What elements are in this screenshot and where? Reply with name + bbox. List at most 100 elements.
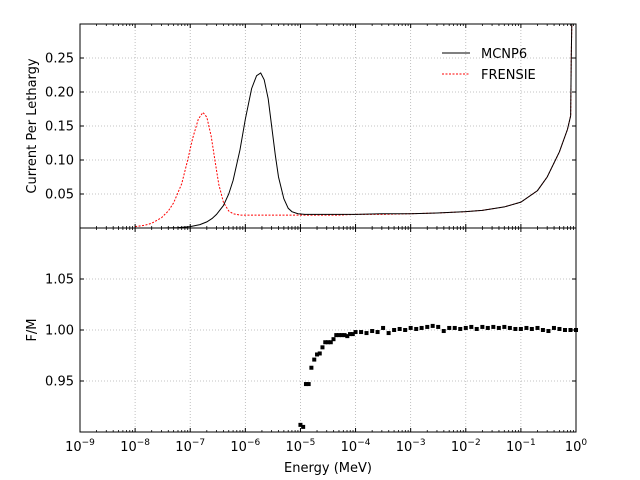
ratio-point	[397, 326, 402, 331]
x-tick-label: 10−4	[341, 438, 371, 455]
ratio-point	[496, 325, 501, 330]
x-tick-label: 10−1	[506, 438, 536, 455]
bottom-markers	[298, 323, 578, 429]
ratio-point	[317, 351, 322, 356]
ratio-point	[353, 330, 358, 335]
top-y-tick-label: 0.05	[45, 188, 74, 203]
x-tick-label-base: 10	[175, 440, 192, 455]
ratio-point	[315, 352, 320, 357]
ratio-point	[334, 333, 339, 338]
x-tick-label: 10−7	[175, 438, 205, 455]
ratio-point	[375, 330, 380, 335]
top-y-tick-label: 0.25	[45, 52, 74, 67]
x-tick-label-base: 10	[451, 440, 468, 455]
x-tick-label-base: 10	[65, 440, 82, 455]
ratio-point	[328, 340, 333, 345]
ratio-point	[430, 323, 435, 328]
ratio-point	[301, 424, 306, 429]
x-tick-label-exponent: −6	[247, 438, 261, 448]
ratio-point	[350, 332, 355, 337]
top-y-tick-label: 0.10	[45, 154, 74, 169]
ratio-point	[339, 333, 344, 338]
legend-label-mcnp6: MCNP6	[481, 47, 527, 62]
ratio-point	[562, 328, 567, 332]
legend: MCNP6 FRENSIE	[442, 47, 536, 83]
ratio-point	[312, 357, 317, 362]
bottom-y-tick-label: 1.00	[45, 324, 74, 339]
ratio-point	[309, 365, 314, 370]
x-tick-label-base: 10	[230, 440, 247, 455]
x-tick-label-base: 10	[565, 440, 582, 455]
ratio-point	[557, 326, 562, 331]
ratio-point	[306, 382, 311, 387]
ratio-point	[359, 330, 364, 335]
bottom-y-tick-label: 0.95	[45, 375, 74, 390]
ratio-point	[370, 329, 375, 334]
ratio-point	[381, 325, 386, 330]
ratio-point	[507, 325, 512, 330]
ratio-point	[441, 329, 446, 334]
top-grid	[80, 24, 576, 228]
series-line-mcnp6	[135, 24, 573, 228]
x-tick-label: 10−6	[230, 438, 260, 455]
ratio-point	[447, 325, 452, 330]
x-tick-label: 10−9	[65, 438, 95, 455]
ratio-point	[414, 326, 419, 331]
ratio-point	[568, 328, 573, 332]
x-tick-label-exponent: −1	[523, 438, 536, 448]
ratio-point	[337, 333, 342, 338]
ratio-point	[491, 324, 496, 329]
ratio-point	[392, 328, 397, 332]
x-tick-label-exponent: −5	[302, 438, 315, 448]
ratio-point	[345, 334, 350, 339]
bottom-y-axis-label: F/M	[25, 318, 40, 341]
ratio-point	[331, 337, 336, 342]
tick-labels: 10−9 10−8 10−7 10−6 10−5 10−4 10−3 10−2 10−1 1000…	[45, 52, 587, 456]
legend-label-frensie: FRENSIE	[481, 68, 536, 83]
ratio-point	[425, 324, 430, 329]
ratio-point	[502, 324, 507, 329]
ratio-point	[419, 325, 424, 330]
top-y-axis-label: Current Per Lethargy	[25, 58, 40, 193]
top-y-tick-label: 0.20	[45, 86, 74, 101]
ratio-point	[403, 328, 408, 332]
ratio-point	[480, 324, 485, 329]
x-tick-label-exponent: −3	[412, 438, 425, 448]
ratio-point	[518, 326, 523, 331]
ratio-point	[348, 332, 353, 337]
ratio-point	[535, 325, 540, 330]
x-tick-label-base: 10	[506, 440, 523, 455]
ratio-point	[463, 325, 468, 330]
ratio-point	[364, 331, 369, 336]
x-tick-label-exponent: −4	[357, 438, 371, 448]
top-series-lines	[135, 24, 573, 228]
ratio-point	[320, 345, 325, 350]
ratio-point	[408, 325, 413, 330]
x-tick-label-exponent: −9	[82, 438, 96, 448]
x-tick-label-base: 10	[286, 440, 303, 455]
x-axis-label: Energy (MeV)	[284, 461, 372, 476]
top-y-tick-label: 0.15	[45, 120, 74, 135]
x-tick-label-exponent: 0	[581, 438, 587, 448]
ratio-point	[342, 333, 347, 338]
x-tick-label: 10−2	[451, 438, 481, 455]
ratio-point	[436, 324, 441, 329]
x-tick-label: 10−5	[286, 438, 316, 455]
ratio-point	[325, 340, 330, 345]
ratio-point	[551, 325, 556, 330]
x-tick-label-exponent: −8	[137, 438, 151, 448]
ratio-point	[529, 326, 534, 331]
ratio-point	[458, 326, 463, 331]
ratio-point	[323, 340, 328, 345]
x-tick-label: 100	[565, 438, 588, 455]
x-tick-label-exponent: −2	[467, 438, 480, 448]
ratio-point	[303, 382, 308, 387]
ratio-point	[474, 326, 479, 331]
x-tick-label: 10−3	[396, 438, 426, 455]
x-tick-label-base: 10	[396, 440, 413, 455]
bottom-y-tick-label: 1.05	[45, 273, 74, 288]
ratio-point	[540, 328, 545, 332]
ratio-point	[485, 325, 490, 330]
ratio-point	[386, 331, 391, 336]
